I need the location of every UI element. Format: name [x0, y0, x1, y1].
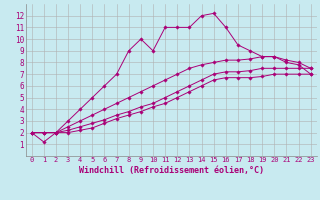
X-axis label: Windchill (Refroidissement éolien,°C): Windchill (Refroidissement éolien,°C) [79, 166, 264, 175]
